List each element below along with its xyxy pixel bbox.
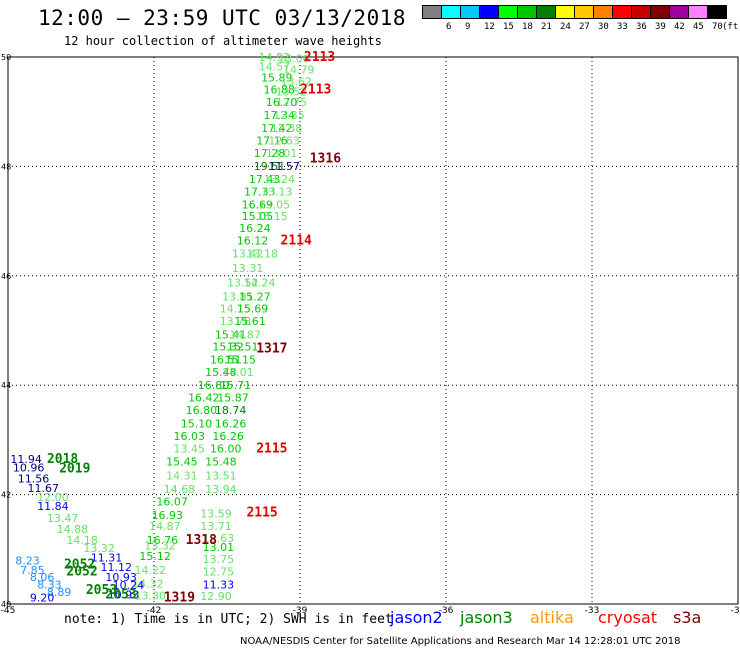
swh-value: 13.51	[205, 469, 237, 482]
mission-jason2: jason2	[390, 608, 443, 627]
swh-value: 14.24	[244, 277, 275, 290]
swh-value: 14.01	[222, 366, 254, 379]
swh-value: 12.38	[271, 122, 303, 135]
pass-id: 2052	[66, 565, 97, 580]
swh-value: 15.51	[227, 341, 259, 354]
pass-id: 2114	[281, 234, 312, 249]
lat-lon-grid	[8, 57, 738, 604]
swh-value: 13.94	[205, 483, 237, 496]
swh-value: 16.24	[239, 222, 271, 235]
pass-id: 1316	[310, 152, 341, 167]
swh-values: 14.9214.5715.8916.8816.7017.3417.4217.16…	[10, 51, 314, 604]
swh-value: 11.57	[268, 160, 300, 173]
pass-id: 2115	[256, 441, 287, 456]
swh-value: 16.80	[186, 404, 218, 417]
swh-value: 18.74	[215, 404, 247, 417]
map-frame	[8, 57, 738, 604]
swh-value: 13.75	[203, 553, 235, 566]
swh-value: 15.69	[237, 302, 269, 315]
swh-value: 14.22	[135, 564, 167, 577]
swh-value: 14.31	[166, 469, 198, 482]
lat-tick-label: 40	[1, 600, 11, 609]
pass-id: 2053	[105, 588, 136, 603]
swh-value: 16.12	[237, 235, 269, 248]
pass-id: 1318	[186, 533, 217, 548]
mission-s3a: s3a	[673, 608, 701, 627]
swh-value: 13.13	[261, 185, 293, 198]
swh-value: 16.07	[156, 496, 188, 509]
lon-tick-label: -30	[731, 606, 740, 616]
swh-value: 9.20	[30, 591, 55, 604]
swh-value: 16.26	[215, 417, 247, 430]
swh-value: 13.59	[200, 508, 232, 521]
swh-value: 14.68	[164, 483, 196, 496]
mission-altika: altika	[530, 608, 574, 627]
swh-value: 14.87	[149, 520, 181, 533]
swh-value: 13.45	[173, 442, 205, 455]
swh-value: 15.12	[139, 550, 171, 563]
lat-tick-label: 42	[1, 491, 11, 500]
swh-value: 15.48	[205, 456, 237, 469]
pass-id: 2115	[246, 505, 277, 520]
swh-value: 15.61	[234, 315, 265, 328]
swh-value: 15.87	[217, 392, 249, 405]
swh-value: 15.71	[220, 379, 252, 392]
swh-value: 12.75	[203, 566, 235, 579]
swh-value: 12.63	[268, 135, 300, 148]
pass-id: 2113	[304, 50, 335, 65]
pass-id: 1319	[164, 590, 195, 605]
swh-value: 15.15	[225, 353, 256, 366]
lat-tick-label: 50	[1, 53, 11, 62]
lat-tick-label: 48	[1, 162, 11, 171]
mission-jason3: jason3	[460, 608, 513, 627]
swh-value: 15.10	[181, 417, 213, 430]
swh-value: 13.01	[266, 147, 298, 160]
swh-value: 16.00	[210, 442, 242, 455]
swh-value: 13.31	[232, 262, 264, 275]
mission-cryosat: cryosat	[598, 608, 657, 627]
credit-line: NOAA/NESDIS Center for Satellite Applica…	[240, 636, 681, 647]
pass-id: 2019	[59, 462, 90, 477]
pass-id: 2113	[300, 83, 331, 98]
swh-value: 12.75	[276, 96, 308, 109]
swh-value: 16.03	[173, 430, 205, 443]
swh-value: 13.18	[246, 248, 278, 261]
swh-value: 16.42	[188, 392, 220, 405]
units-note: note: 1) Time is in UTC; 2) SWH is in fe…	[64, 612, 393, 627]
lat-tick-label: 46	[1, 272, 11, 281]
swh-value: 12.35	[273, 109, 305, 122]
swh-value: 16.26	[212, 430, 244, 443]
swh-value: 13.24	[264, 173, 296, 186]
swh-value: 13.15	[256, 210, 288, 223]
pass-id: 1317	[256, 341, 287, 356]
swh-value: 12.90	[200, 590, 232, 603]
lat-tick-label: 44	[1, 381, 11, 390]
swh-value: 15.45	[166, 456, 198, 469]
axis-tick-labels: -45 -42 -39 -36 -33 -30 50 48 46 44 42 40	[1, 53, 740, 616]
